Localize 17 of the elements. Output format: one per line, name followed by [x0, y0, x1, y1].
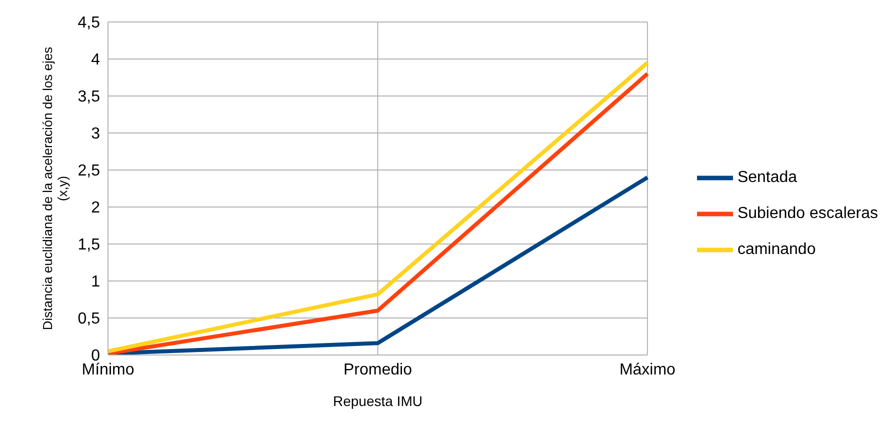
legend-label: caminando — [737, 241, 816, 258]
y-tick-label: 3,5 — [78, 88, 100, 106]
legend-label: Sentada — [737, 169, 798, 186]
y-tick-label: 0,5 — [78, 310, 100, 328]
y-tick-label: 4,5 — [78, 14, 100, 32]
y-tick-label: 1 — [91, 274, 100, 291]
y-tick-label: 1,5 — [78, 236, 100, 254]
x-tick-label: Mínimo — [82, 361, 134, 378]
x-tick-label: Promedio — [343, 361, 412, 378]
y-tick-label: 2 — [91, 200, 100, 217]
y-tick-label: 4 — [91, 52, 100, 69]
y-tick-label: 3 — [91, 126, 100, 143]
y-tick-label: 2,5 — [78, 162, 100, 180]
legend-label: Subiendo escaleras — [737, 205, 878, 222]
x-tick-label: Máximo — [619, 361, 676, 378]
y-axis-title: Distancia euclidiana de la aceleración de los ejes (x,y) — [40, 46, 70, 330]
x-axis-title: Repuesta IMU — [332, 393, 422, 409]
